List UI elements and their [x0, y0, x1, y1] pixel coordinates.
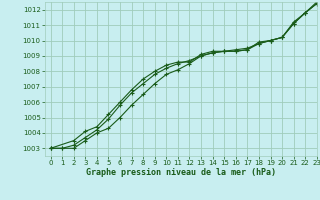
X-axis label: Graphe pression niveau de la mer (hPa): Graphe pression niveau de la mer (hPa) — [86, 168, 276, 177]
